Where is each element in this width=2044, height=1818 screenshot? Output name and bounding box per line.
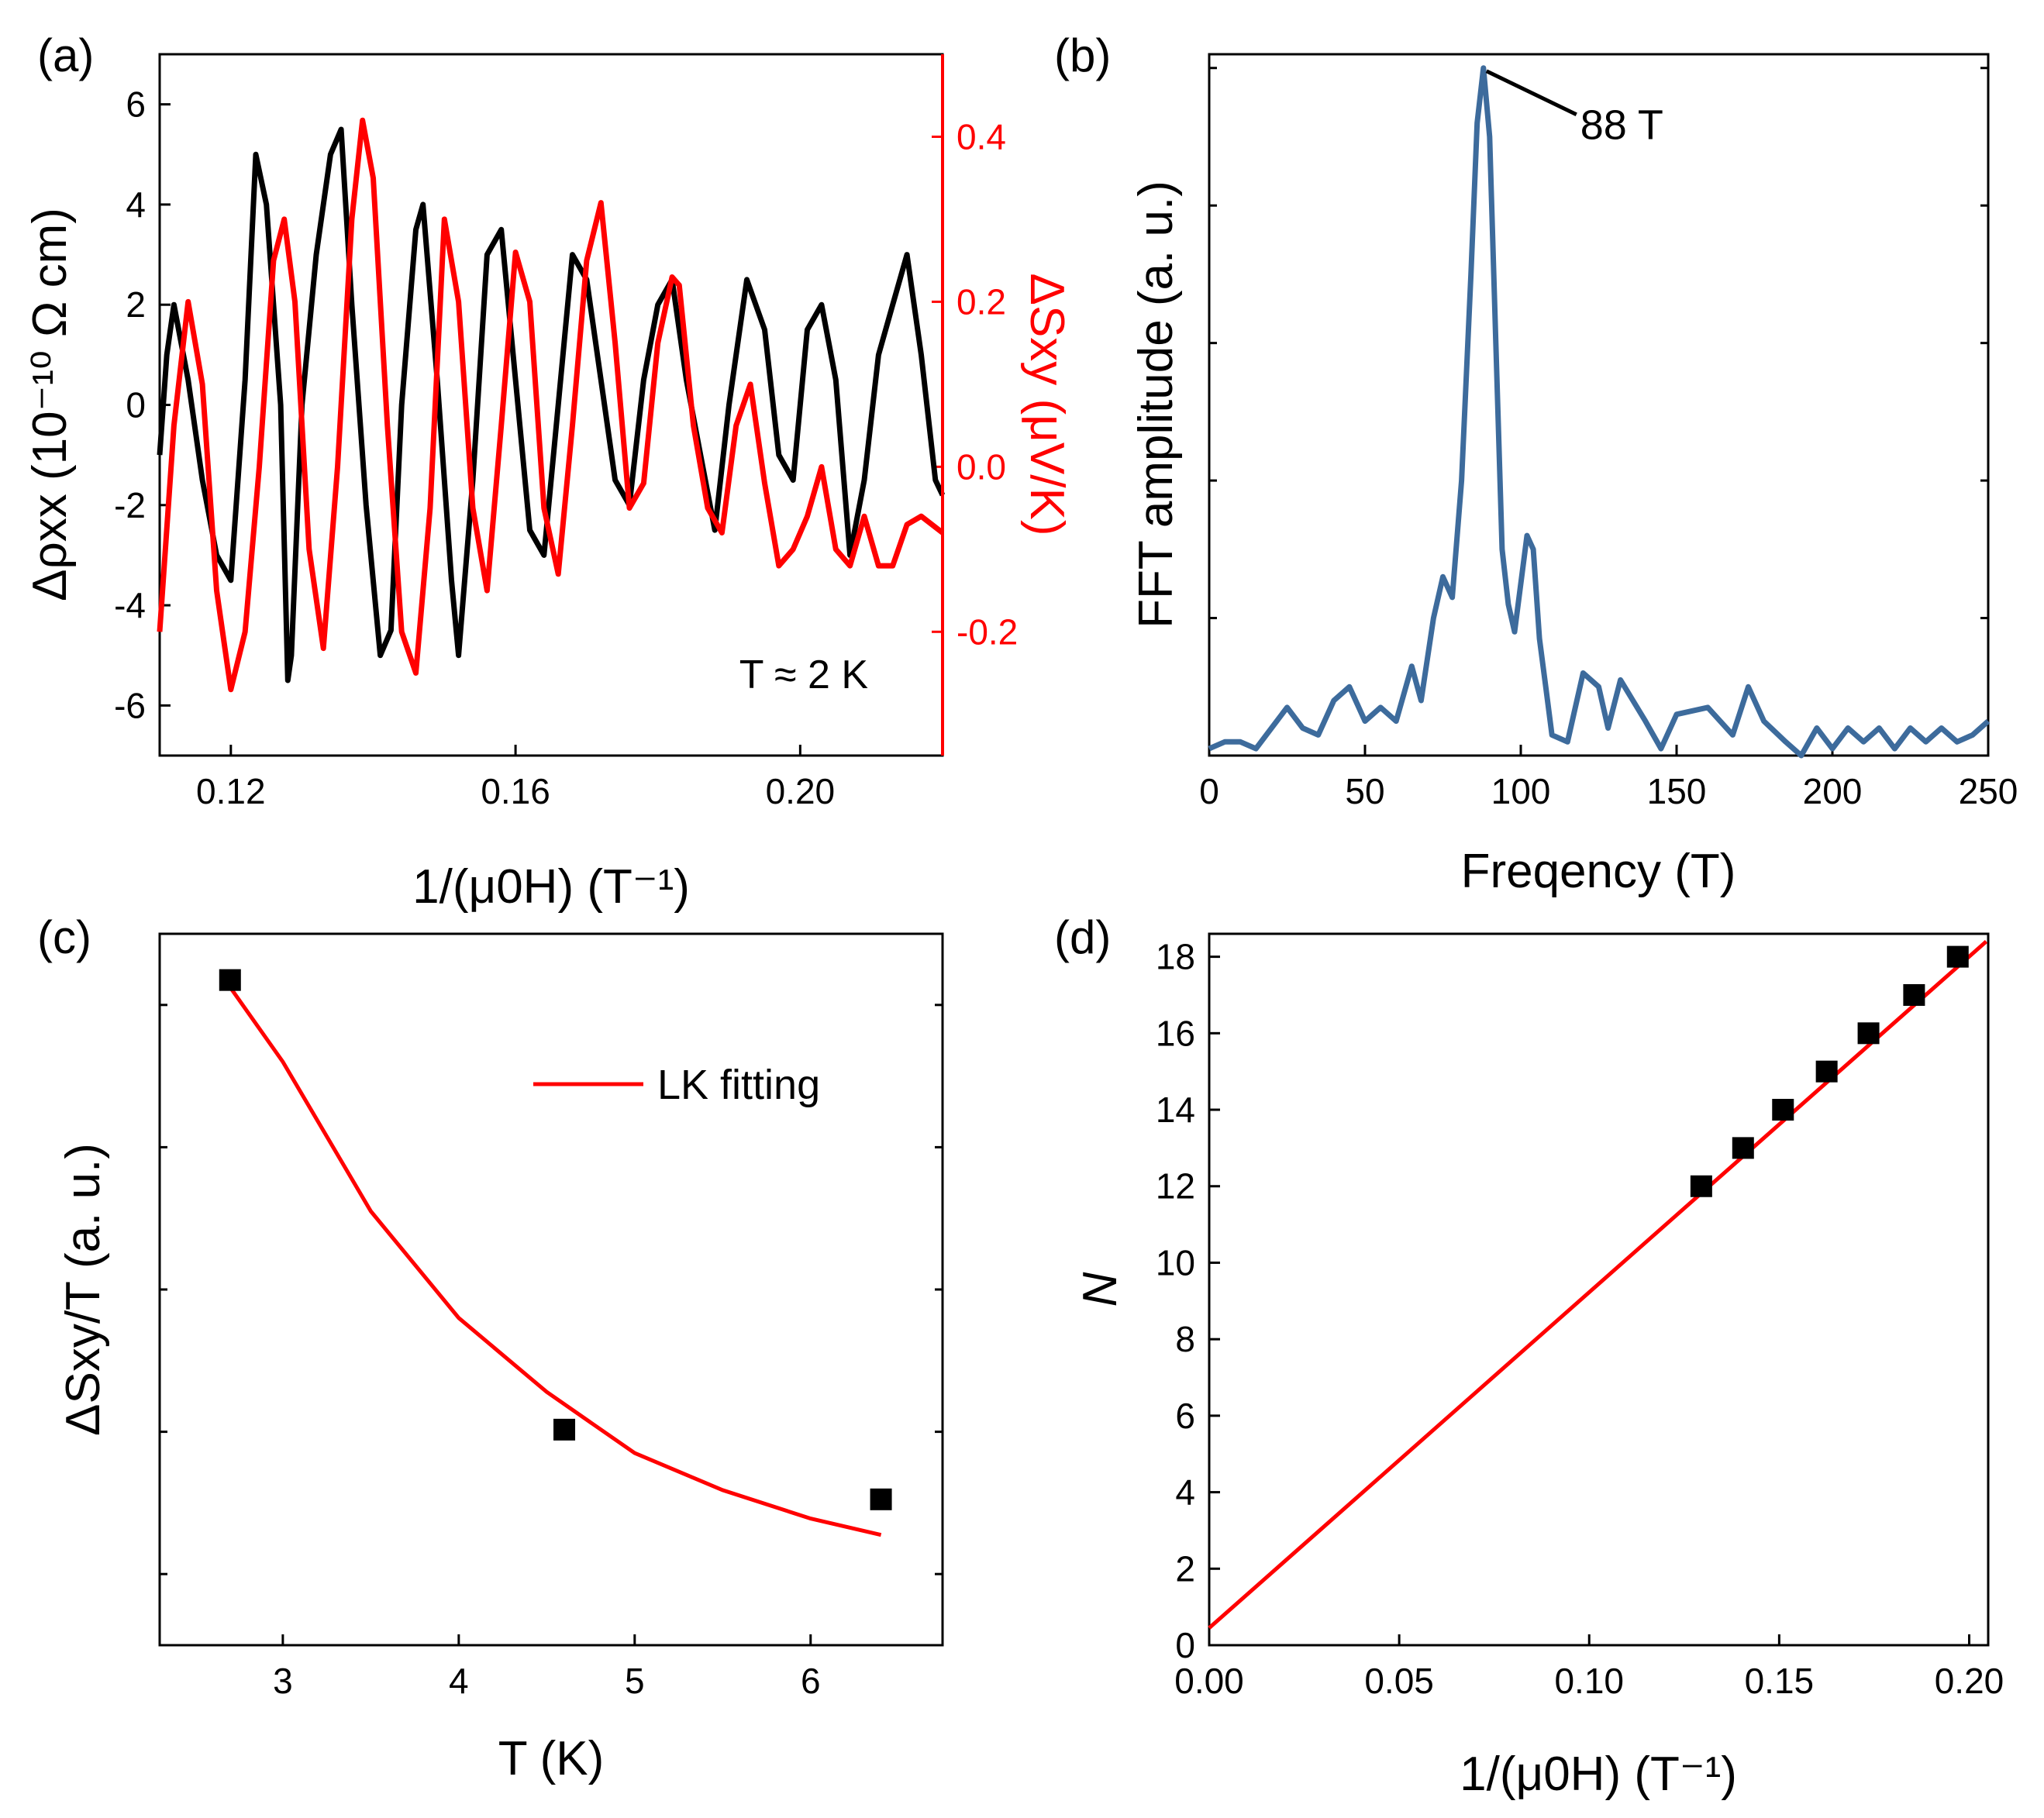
panel-a-label: (a) (37, 29, 94, 81)
panel-b-fft-line (1208, 65, 1991, 759)
panel-d-data-point (1690, 1175, 1712, 1197)
panel-d-x-axis-label: 1/(μ0H) (T⁻¹) (1460, 1747, 1737, 1801)
panel-d-y-tick-label: 8 (1175, 1319, 1195, 1359)
panel-b-x-axis-label: Freqency (T) (1461, 845, 1736, 898)
panel-a-x-ticks: 0.12 0.16 0.20 (196, 745, 835, 811)
panel-c-x-tick-label: 5 (625, 1661, 645, 1701)
panel-c-data-point (553, 1418, 576, 1441)
panel-a-left-tick-label: 4 (126, 184, 146, 225)
panel-a-left-tick-label: 2 (126, 284, 146, 325)
panel-a-left-tick-label: -4 (114, 585, 146, 625)
panel-c-lk-fit-line (228, 986, 882, 1537)
panel-c-x-ticks: 3 4 5 6 (273, 1634, 821, 1701)
panel-a-resistivity-line (157, 126, 946, 683)
panel-a-x-axis-label: 1/(μ0H) (T⁻¹) (412, 860, 690, 914)
panel-c-data-point (219, 969, 241, 991)
panel-a-right-tick-label: 0.2 (957, 281, 1006, 322)
panel-b-x-tick-label: 0 (1199, 771, 1219, 811)
panel-c-y-ticks (160, 1004, 943, 1575)
panel-d-y-tick-label: 16 (1156, 1013, 1195, 1053)
panel-d-data-point (1732, 1137, 1754, 1159)
panel-b-x-tick-label: 100 (1491, 771, 1551, 811)
panel-d-x-tick-label: 0.00 (1174, 1661, 1244, 1701)
panel-c-x-tick-label: 6 (801, 1661, 821, 1701)
panel-d-y-tick-label: 6 (1175, 1396, 1195, 1436)
panel-d-x-tick-label: 0.20 (1935, 1661, 2004, 1701)
panel-b-annotation-pointer (1485, 69, 1577, 116)
panel-c-plot-frame (158, 932, 944, 1647)
panel-a-right-tick-label: -0.2 (957, 611, 1018, 652)
panel-a-left-tick-label: 0 (126, 385, 146, 425)
panel-d-data-point (1857, 1022, 1880, 1045)
panel-c: (c) 3 4 5 6 LK fitting T (K) ΔSxy/T (a. u.) (37, 911, 944, 1785)
panel-d-data-point (1903, 983, 1925, 1006)
panel-d-y-tick-label: 14 (1156, 1090, 1195, 1130)
panel-d-x-tick-label: 0.05 (1364, 1661, 1434, 1701)
panel-d-y-axis-label: N (1074, 1272, 1127, 1307)
panel-a-left-tick-label: 6 (126, 84, 146, 125)
panel-b-x-tick-label: 150 (1647, 771, 1707, 811)
panel-c-legend-label: LK fitting (657, 1062, 820, 1108)
panel-a-left-tick-label: -6 (114, 685, 146, 725)
panel-c-x-axis-label: T (K) (498, 1732, 605, 1785)
panel-a-right-ticks: -0.2 0.0 0.2 0.4 (932, 116, 1018, 652)
panel-a-right-axis-label: ΔSxy (μV/K) (1020, 274, 1074, 536)
panel-a-left-tick-label: -2 (114, 485, 146, 525)
panel-d-data-point (1946, 945, 1969, 968)
panel-d-y-ticks: 0 2 4 6 8 10 12 14 16 18 (1156, 937, 1220, 1665)
panel-c-x-tick-label: 4 (449, 1661, 469, 1701)
panel-b-y-axis-label: FFT amplitude (a. u.) (1129, 181, 1183, 628)
panel-a-seebeck-line (157, 117, 945, 693)
panel-d-y-tick-label: 12 (1156, 1166, 1195, 1207)
panel-b-x-tick-label: 200 (1803, 771, 1863, 811)
panel-b-y-ticks (1209, 67, 1988, 620)
panel-c-data-point (870, 1488, 892, 1510)
panel-a-left-ticks: -6 -4 -2 0 2 4 6 (114, 84, 171, 725)
panel-a-right-tick-label: 0.0 (957, 446, 1006, 487)
panel-a-plot-frame (158, 53, 944, 757)
panel-b-peak-annotation: 88 T (1580, 102, 1663, 149)
panel-b-plot-frame (1208, 53, 1990, 757)
panel-d-linear-fit-line (1208, 940, 1988, 1630)
panel-c-y-axis-label: ΔSxy/T (a. u.) (57, 1143, 110, 1436)
panel-c-x-tick-label: 3 (273, 1661, 293, 1701)
panel-a-right-tick-label: 0.4 (957, 116, 1006, 157)
panel-b-x-tick-label: 50 (1345, 771, 1384, 811)
panel-c-label: (c) (37, 911, 91, 963)
panel-b-x-ticks: 0 50 100 150 200 250 (1199, 745, 2018, 811)
panel-b-label: (b) (1054, 29, 1111, 81)
panel-d-label: (d) (1054, 911, 1111, 963)
panel-d-x-tick-label: 0.15 (1745, 1661, 1815, 1701)
panel-b: (b) 0 50 100 150 200 250 88 T Freqency (T) FF… (1054, 29, 2018, 898)
panel-d-y-tick-label: 0 (1175, 1625, 1195, 1665)
panel-c-data-points (219, 969, 892, 1510)
panel-d-x-ticks: 0.00 0.05 0.10 0.15 0.20 (1174, 1634, 2004, 1701)
panel-a-x-tick-label: 0.20 (766, 771, 836, 811)
panel-a-x-tick-label: 0.16 (481, 771, 550, 811)
panel-d-y-tick-label: 10 (1156, 1242, 1195, 1283)
panel-d: (d) 0.00 0.05 0.10 0.15 0.20 0 2 4 6 8 10 12 14 16 18… (1054, 911, 2004, 1801)
panel-a-left-axis-label: Δρxx (10⁻¹⁰ Ω cm) (23, 208, 77, 601)
panel-d-data-point (1772, 1099, 1794, 1121)
panel-a-x-tick-label: 0.12 (196, 771, 266, 811)
panel-a: (a) 0.12 0.16 0.20 -6 -4 -2 0 2 4 6 -0.2 0.0 0.2 0.… (23, 29, 1074, 914)
panel-d-y-tick-label: 18 (1156, 937, 1195, 977)
panel-d-plot-frame (1208, 932, 1990, 1647)
panel-d-y-tick-label: 2 (1175, 1548, 1195, 1589)
panel-d-data-points (1690, 945, 1969, 1197)
panel-d-y-tick-label: 4 (1175, 1472, 1195, 1513)
panel-a-temperature-annotation: T ≈ 2 K (739, 652, 869, 697)
panel-d-data-point (1815, 1060, 1838, 1083)
panel-b-x-tick-label: 250 (1959, 771, 2018, 811)
panel-d-x-tick-label: 0.10 (1554, 1661, 1624, 1701)
